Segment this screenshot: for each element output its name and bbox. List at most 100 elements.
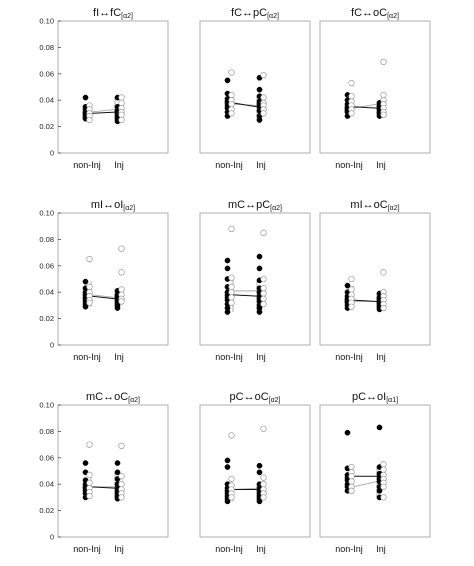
data-point-filled — [256, 117, 263, 123]
data-point-open — [228, 289, 235, 296]
data-point-open — [380, 494, 387, 501]
data-point-filled — [224, 257, 231, 264]
plot-frame — [199, 212, 311, 346]
y-tick-label: 0 — [50, 533, 54, 542]
median-line-filled — [232, 102, 258, 108]
data-point-open — [228, 294, 235, 301]
median-line-filled — [90, 486, 116, 489]
data-point-open — [118, 116, 125, 124]
data-point-open — [228, 225, 235, 232]
x-category-label: non-Inj — [335, 544, 363, 554]
data-point-filled — [224, 498, 231, 505]
chart-title: pC↔oC[α2] — [230, 391, 281, 404]
data-point-open — [228, 299, 235, 306]
data-point-filled — [82, 460, 89, 466]
data-point-open — [228, 283, 235, 291]
x-category-label: non-Inj — [73, 544, 101, 554]
x-category-label: Inj — [376, 544, 386, 554]
data-point-open — [118, 481, 125, 488]
title-from: fC — [231, 7, 242, 19]
median-line-open — [352, 481, 378, 488]
median-line-filled — [352, 299, 378, 302]
data-point-open — [86, 492, 93, 500]
data-point-filled — [114, 469, 121, 476]
data-point-open — [228, 69, 235, 76]
chart-panel-8: pC↔oC[α2] non-Inj Inj — [199, 391, 311, 554]
data-point-open — [118, 473, 125, 480]
x-category-label: Inj — [376, 352, 386, 362]
data-point-open — [260, 275, 267, 283]
data-point-open — [380, 58, 387, 66]
title-from: mI — [91, 199, 103, 211]
data-point-open — [260, 481, 267, 488]
y-tick-label: 0.10 — [39, 17, 54, 26]
title-subscript: [α2] — [270, 205, 282, 212]
data-point-open — [86, 256, 93, 263]
x-category-label: non-Inj — [215, 544, 243, 554]
data-point-filled — [224, 265, 231, 272]
data-point-filled — [376, 424, 383, 431]
data-point-filled — [114, 305, 121, 311]
title-subscript: [α2] — [128, 397, 140, 404]
chart-panel-3: fC↔oC[α2] non-Inj Inj — [319, 7, 431, 170]
plot-frame — [57, 212, 169, 346]
data-point-open — [118, 245, 125, 252]
title-subscript: [α2] — [269, 397, 281, 404]
data-point-open — [348, 303, 355, 310]
data-point-open — [380, 91, 387, 99]
data-point-open — [260, 494, 267, 501]
y-tick-label: 0.08 — [39, 43, 54, 52]
data-point-filled — [256, 469, 263, 476]
title-from: pC — [230, 391, 244, 403]
data-point-open — [228, 432, 235, 439]
x-category-label: non-Inj — [215, 352, 243, 362]
data-point-open — [118, 99, 125, 106]
data-point-open — [380, 111, 387, 118]
data-point-open — [228, 110, 235, 117]
y-tick-label: 0.02 — [39, 122, 54, 131]
x-category-label: Inj — [376, 160, 386, 170]
y-tick-label: 0 — [50, 341, 54, 350]
plot-frame — [199, 404, 311, 538]
title-to: oI — [377, 391, 386, 403]
chart-panel-2: fC↔pC[α2] non-Inj Inj — [199, 7, 311, 170]
median-line-open — [90, 108, 116, 113]
y-tick-label: 0.02 — [39, 314, 54, 323]
data-point-open — [118, 494, 125, 501]
data-point-filled — [224, 77, 231, 84]
title-subscript: [α2] — [123, 205, 135, 212]
chart-title: mI↔oC[α2] — [350, 199, 399, 212]
title-arrow: ↔ — [103, 199, 114, 211]
data-point-open — [86, 471, 93, 479]
title-subscript: [α1] — [386, 397, 398, 404]
data-point-open — [260, 94, 267, 101]
chart-title: mC↔pC[α2] — [228, 199, 282, 212]
data-point-open — [228, 274, 235, 281]
median-line-filled — [90, 295, 116, 300]
title-arrow: ↔ — [362, 7, 373, 19]
data-point-open — [118, 94, 125, 101]
y-tick-label: 0.10 — [39, 401, 54, 410]
data-point-open — [348, 286, 355, 293]
title-from: mC — [228, 199, 245, 211]
data-point-filled — [224, 464, 231, 470]
x-category-label: Inj — [256, 544, 266, 554]
title-from: fI — [93, 7, 99, 19]
y-tick-label: 0.06 — [39, 261, 54, 270]
data-point-filled — [344, 282, 351, 289]
title-from: mC — [86, 391, 103, 403]
chart-title: fC↔oC[α2] — [351, 7, 399, 20]
data-point-open — [260, 425, 267, 432]
title-subscript: [α2] — [121, 13, 133, 20]
data-point-open — [260, 110, 267, 117]
data-point-open — [348, 79, 355, 87]
data-point-open — [380, 461, 387, 468]
plot-frame — [57, 20, 169, 154]
data-point-filled — [114, 460, 121, 466]
x-category-label: non-Inj — [335, 160, 363, 170]
data-point-open — [260, 290, 267, 297]
data-point-filled — [82, 303, 89, 310]
y-tick-label: 0.08 — [39, 427, 54, 436]
title-arrow: ↔ — [245, 199, 256, 211]
